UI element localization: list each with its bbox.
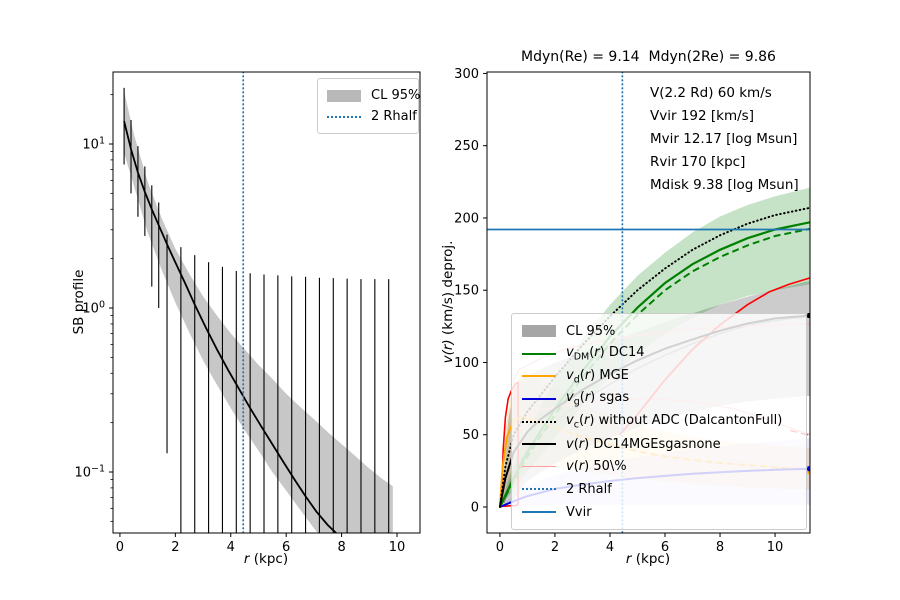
tick-label: 2	[171, 540, 179, 555]
annotation-vvir: Vvir 192 [km/s]	[650, 108, 754, 124]
left-axes-frame	[112, 71, 421, 534]
tick-label: 10−1	[74, 463, 105, 480]
series-vc-without-adc	[498, 206, 810, 508]
tick-label: 0	[471, 500, 479, 515]
tick-label: 8	[716, 540, 724, 555]
right-y-axis-label: v(r) (km/s) deproj.	[439, 240, 456, 364]
legend-label: vg(r) sgas	[566, 390, 630, 408]
band-sb-cl95	[124, 91, 393, 533]
legend-swatch	[522, 443, 556, 446]
annotation-rvir: Rvir 170 [kpc]	[650, 154, 746, 170]
band-vdm-cl-band	[499, 187, 810, 507]
legend-label: v(r) DC14MGEsgasnone	[566, 436, 721, 452]
legend-item-6: v(r) 50\%	[522, 456, 796, 479]
right-x-axis-label: r (kpc)	[625, 551, 671, 567]
legend-item-5: v(r) DC14MGEsgasnone	[522, 433, 796, 456]
left-x-axis-label: r (kpc)	[243, 551, 289, 567]
legend-swatch	[522, 511, 556, 514]
legend-swatch	[327, 115, 361, 118]
legend-label: 2 Rhalf	[371, 109, 417, 124]
tick-label: 100	[454, 356, 479, 371]
legend-label: CL 95%	[371, 88, 421, 103]
right-panel-title: Mdyn(Re) = 9.14 Mdyn(2Re) = 9.86	[521, 49, 776, 65]
tick-label: 8	[337, 540, 345, 555]
marker-vg-sgas	[807, 466, 810, 472]
marker-vd-mge-dashed	[807, 469, 810, 475]
tick-label: 200	[454, 211, 479, 226]
right-panel-legend: CL 95% vDM(r) DC14 vd(r) MGE vg(r) sgas vc(r…	[511, 313, 807, 531]
legend-label: CL 95%	[566, 323, 616, 339]
legend-item-4: vc(r) without ADC (DalcantonFull)	[522, 410, 796, 433]
tick-label: 150	[454, 284, 479, 299]
legend-item-0: CL 95%	[327, 85, 420, 106]
tick-label: 6	[661, 540, 669, 555]
legend-swatch	[522, 488, 556, 491]
annotation-mvir: Mvir 12.17 [log Msun]	[650, 131, 798, 147]
legend-item-8: Vvir	[522, 501, 796, 524]
legend-label: vd(r) MGE	[566, 367, 629, 386]
legend-label: vDM(r) DC14	[566, 345, 645, 363]
legend-swatch	[327, 89, 361, 102]
tick-label: 300	[454, 67, 479, 82]
legend-item-0: CL 95%	[522, 320, 796, 343]
legend-label: v(r) 50\%	[566, 459, 627, 475]
tick-label: 0	[116, 540, 124, 555]
annotation-mdisk: Mdisk 9.38 [log Msun]	[650, 177, 799, 193]
legend-label: 2 Rhalf	[566, 481, 612, 497]
legend-item-7: 2 Rhalf	[522, 478, 796, 501]
tick-label: 10	[389, 540, 406, 555]
legend-swatch	[522, 398, 556, 401]
legend-swatch	[522, 466, 556, 468]
tick-label: 6	[282, 540, 290, 555]
tick-label: 4	[606, 540, 614, 555]
legend-label: vc(r) without ADC (DalcantonFull)	[566, 412, 783, 431]
annotation-v22rd: V(2.2 Rd) 60 km/s	[650, 85, 772, 101]
legend-item-3: vg(r) sgas	[522, 388, 796, 411]
left-plot-area	[123, 72, 393, 533]
legend-label: Vvir	[566, 504, 592, 520]
tick-label: 50	[462, 428, 479, 443]
legend-swatch	[522, 375, 556, 378]
right-axes-frame	[486, 71, 811, 534]
legend-swatch	[522, 325, 556, 338]
tick-label: 101	[82, 135, 105, 152]
left-y-axis-label: SB profile	[70, 269, 87, 335]
series-sb-profile	[123, 120, 337, 533]
tick-label: 2	[551, 540, 559, 555]
legend-item-2: vd(r) MGE	[522, 365, 796, 388]
legend-swatch	[522, 420, 556, 423]
tick-label: 4	[227, 540, 235, 555]
legend-item-1: vDM(r) DC14	[522, 343, 796, 366]
legend-item-1: 2 Rhalf	[327, 106, 417, 127]
tick-label: 0	[496, 540, 504, 555]
tick-label: 10	[767, 540, 784, 555]
legend-swatch	[522, 352, 556, 355]
tick-label: 250	[454, 139, 479, 154]
right-panel-annotations: V(2.2 Rd) 60 km/s Vvir 192 [km/s] Mvir 1…	[650, 85, 799, 200]
left-panel-legend: CL 95% 2 Rhalf	[317, 78, 420, 134]
marker-v-dc14mgesgasnone	[807, 313, 810, 319]
